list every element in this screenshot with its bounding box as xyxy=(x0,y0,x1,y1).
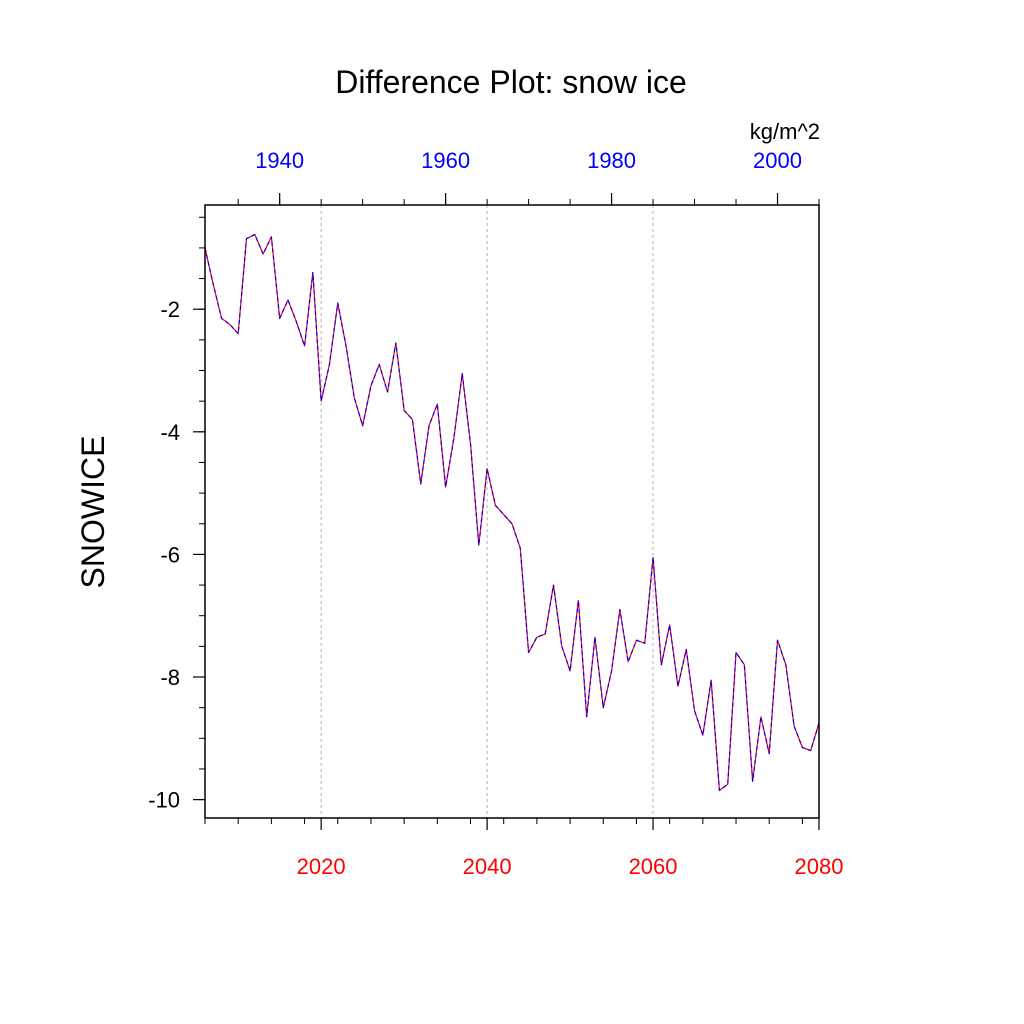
y-tick-label: -8 xyxy=(160,665,180,690)
units-label: kg/m^2 xyxy=(750,119,820,144)
y-axis-label: SNOWICE xyxy=(75,436,111,589)
y-tick-label: -10 xyxy=(148,788,180,813)
bottom-tick-label: 2060 xyxy=(629,854,678,879)
plot-frame xyxy=(204,204,820,819)
bottom-tick-label: 2020 xyxy=(297,854,346,879)
chart-title: Difference Plot: snow ice xyxy=(335,64,687,100)
bottom-tick-label: 2080 xyxy=(795,854,844,879)
top-tick-label: 1940 xyxy=(255,148,304,173)
top-tick-label: 2000 xyxy=(753,148,802,173)
grid-lines xyxy=(320,205,654,818)
top-tick-label: 1960 xyxy=(421,148,470,173)
y-tick-label: -6 xyxy=(160,542,180,567)
data-series xyxy=(204,233,820,792)
series-line-1 xyxy=(204,233,820,792)
series-line-2 xyxy=(204,233,820,792)
bottom-tick-label: 2040 xyxy=(463,854,512,879)
y-tick-label: -4 xyxy=(160,420,180,445)
axes: 2020 2040 2060 2080 1940 1960 1980 2000 -10 -8 -6 -… xyxy=(148,148,843,879)
top-tick-label: 1980 xyxy=(587,148,636,173)
y-tick-label: -2 xyxy=(160,297,180,322)
